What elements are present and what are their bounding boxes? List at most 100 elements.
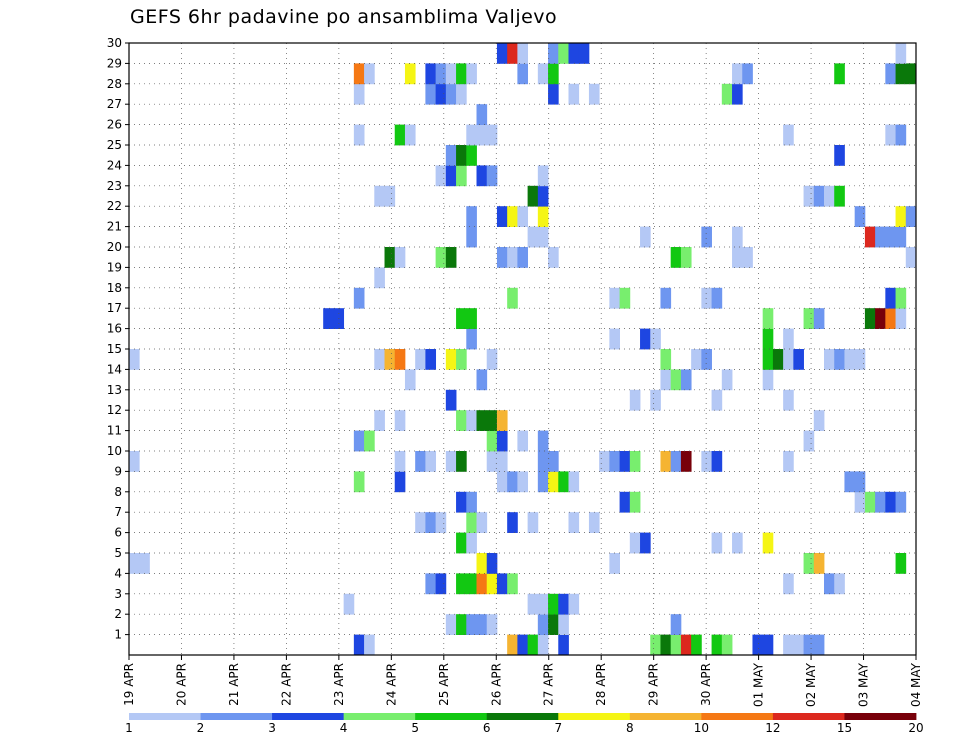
heatmap-cell (548, 83, 559, 105)
heatmap-cell (496, 43, 508, 64)
heatmap-cell (905, 63, 917, 85)
heatmap-cell (374, 410, 385, 431)
heatmap-cell (660, 287, 672, 309)
y-tick-label: 4 (114, 566, 122, 580)
heatmap-cell (650, 389, 661, 411)
heatmap-cell (496, 410, 508, 431)
heatmap-cell (486, 430, 498, 452)
heatmap-cell (905, 247, 917, 268)
y-tick-label: 12 (107, 403, 122, 417)
heatmap-cell (537, 471, 549, 493)
heatmap-cell (435, 573, 447, 595)
heatmap-cell (456, 349, 467, 370)
heatmap-cell (445, 349, 457, 370)
heatmap-cell (415, 451, 426, 472)
y-tick-label: 30 (107, 36, 122, 50)
heatmap-cell (466, 63, 477, 85)
heatmap-cell (527, 593, 539, 615)
heatmap-cell (875, 308, 886, 329)
heatmap-cell (650, 328, 661, 350)
heatmap-cell (701, 349, 712, 370)
heatmap-cell (456, 410, 467, 431)
heatmap-cell (742, 247, 753, 268)
x-tick-label: 24 APR (384, 663, 398, 706)
heatmap-cell (629, 532, 641, 554)
x-tick-label: 25 APR (437, 663, 451, 706)
heatmap-cell (496, 206, 508, 227)
heatmap-cell (588, 512, 600, 533)
heatmap-cell (895, 206, 907, 227)
heatmap-cell (404, 63, 416, 85)
heatmap-cell (476, 124, 488, 146)
heatmap-cell (660, 451, 672, 472)
heatmap-cell (486, 553, 498, 574)
y-tick-label: 5 (114, 546, 122, 560)
heatmap-cell (394, 349, 406, 370)
heatmap-cell (507, 206, 518, 227)
heatmap-cell (619, 287, 631, 309)
heatmap-cell (660, 349, 672, 370)
heatmap-cell (680, 451, 692, 472)
heatmap-cell (578, 43, 590, 64)
legend-label: 8 (626, 721, 634, 735)
heatmap-cell (517, 43, 529, 64)
heatmap-cell (466, 573, 477, 595)
heatmap-cell (456, 491, 467, 513)
heatmap-cell (568, 512, 580, 533)
heatmap-cell (394, 471, 406, 493)
heatmap-cell (834, 349, 845, 370)
heatmap-cell (353, 83, 365, 105)
heatmap-cell (783, 389, 794, 411)
heatmap-cell (415, 512, 426, 533)
heatmap-cell (364, 430, 375, 452)
heatmap-cell (517, 63, 529, 85)
heatmap-cell (732, 226, 743, 248)
heatmap-cell (568, 83, 580, 105)
heatmap-cell (476, 369, 488, 391)
cells-layer (129, 43, 917, 656)
heatmap-cell (905, 206, 917, 227)
heatmap-cell (139, 553, 150, 574)
legend-label: 6 (483, 721, 491, 735)
heatmap-cell (517, 634, 529, 656)
heatmap-cell (629, 491, 641, 513)
heatmap-cell (680, 247, 692, 268)
heatmap-cell (548, 471, 559, 493)
heatmap-cell (721, 83, 733, 105)
legend-label: 15 (837, 721, 852, 735)
legend-label: 10 (694, 721, 709, 735)
heatmap-cell (711, 451, 723, 472)
heatmap-cell (670, 369, 682, 391)
heatmap-cell (864, 491, 876, 513)
heatmap-cell (732, 532, 743, 554)
y-tick-label: 16 (107, 322, 122, 336)
heatmap-cell (445, 614, 457, 635)
y-tick-label: 25 (107, 138, 122, 152)
legend-swatch (486, 713, 559, 720)
heatmap-cell (885, 226, 896, 248)
heatmap-cell (476, 553, 488, 574)
legend-label: 20 (908, 721, 923, 735)
y-tick-label: 29 (107, 56, 122, 70)
heatmap-cell (670, 634, 682, 656)
heatmap-cell (507, 471, 518, 493)
heatmap-cell (558, 614, 569, 635)
heatmap-cell (640, 328, 651, 350)
heatmap-cell (568, 43, 580, 64)
heatmap-cell (425, 63, 437, 85)
heatmap-cell (466, 532, 477, 554)
y-tick-label: 18 (107, 281, 122, 295)
heatmap-cell (129, 451, 140, 472)
heatmap-cell (374, 185, 385, 207)
y-tick-label: 3 (114, 587, 122, 601)
heatmap-cell (640, 226, 651, 248)
heatmap-cell (711, 532, 723, 554)
legend-swatch (343, 713, 416, 720)
heatmap-cell (445, 145, 457, 166)
heatmap-cell (466, 512, 477, 533)
legend-swatch (415, 713, 488, 720)
legend-label: 1 (125, 721, 133, 735)
heatmap-cell (599, 451, 610, 472)
heatmap-cell (374, 267, 385, 289)
heatmap-cell (834, 145, 845, 166)
